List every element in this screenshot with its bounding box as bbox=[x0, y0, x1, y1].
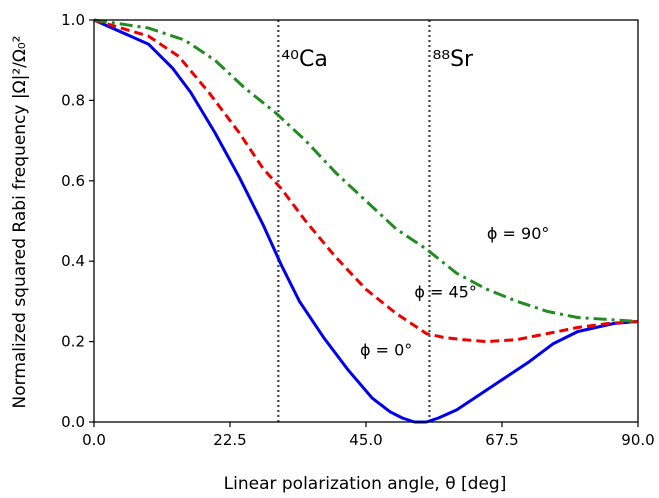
y-tick-label: 0.8 bbox=[61, 91, 85, 109]
sr88-reference-label: ⁸⁸Sr bbox=[432, 47, 474, 72]
x-tick-label: 67.5 bbox=[485, 431, 518, 449]
x-tick-label: 90.0 bbox=[621, 431, 654, 449]
x-axis-label: Linear polarization angle, θ [deg] bbox=[224, 474, 507, 494]
axis-ticks: 0.0 22.5 45.0 67.5 90.0 0.0 0.2 0.4 0.6 0.8 1.0 bbox=[61, 11, 655, 449]
plot-area: ⁴⁰Ca ⁸⁸Sr ϕ = 0° ϕ = 45° ϕ = 90° bbox=[93, 18, 639, 424]
annotation-phi-90: ϕ = 90° bbox=[487, 224, 550, 243]
x-tick-label: 0.0 bbox=[82, 431, 106, 449]
series-line-phi-90 bbox=[93, 18, 639, 323]
annotation-phi-0: ϕ = 0° bbox=[360, 341, 412, 360]
axes-frame bbox=[93, 19, 639, 423]
y-tick-label: 0.6 bbox=[61, 172, 85, 190]
y-tick-label: 1.0 bbox=[61, 11, 85, 29]
ca40-reference-label: ⁴⁰Ca bbox=[281, 47, 327, 72]
y-tick-label: 0.4 bbox=[61, 252, 85, 270]
x-tick-label: 45.0 bbox=[349, 431, 382, 449]
series-line-phi-0 bbox=[93, 18, 639, 424]
y-tick-label: 0.2 bbox=[61, 333, 85, 351]
series-line-phi-45 bbox=[93, 18, 639, 344]
annotation-phi-45: ϕ = 45° bbox=[414, 282, 477, 301]
y-axis-label: Normalized squared Rabi frequency |Ω|²/Ω… bbox=[10, 36, 30, 409]
x-tick-label: 22.5 bbox=[213, 431, 246, 449]
y-tick-label: 0.0 bbox=[61, 413, 85, 431]
